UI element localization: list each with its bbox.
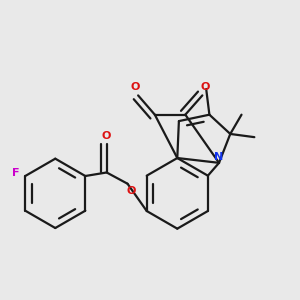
Text: N: N [214, 152, 224, 162]
Text: O: O [126, 186, 135, 196]
Text: O: O [102, 130, 111, 141]
Text: F: F [12, 168, 20, 178]
Text: O: O [200, 82, 210, 92]
Text: O: O [130, 82, 140, 92]
